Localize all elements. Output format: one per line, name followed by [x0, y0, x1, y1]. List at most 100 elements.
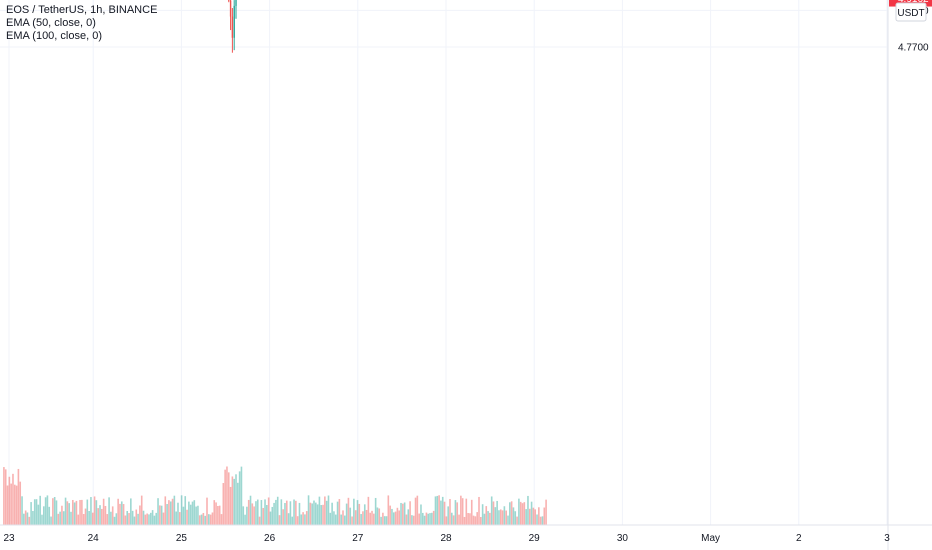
volume-bar — [371, 510, 373, 525]
candle-body — [228, 0, 230, 1]
plot-area — [0, 0, 888, 525]
volume-bar — [369, 512, 371, 525]
volume-bar — [344, 515, 346, 525]
volume-bar — [452, 515, 455, 525]
volume-bar — [202, 512, 205, 525]
volume-bar — [391, 508, 393, 525]
volume-bar — [454, 500, 457, 525]
volume-bar — [177, 502, 179, 525]
volume-bar — [499, 509, 502, 525]
candles — [228, 0, 237, 53]
volume-bar — [360, 514, 362, 525]
volume-bar — [469, 513, 471, 525]
volume-bar — [10, 483, 12, 525]
volume-bar — [543, 507, 546, 525]
volume-bar — [528, 508, 531, 525]
volume-bar — [530, 501, 533, 525]
volume-bar — [189, 504, 192, 525]
volume-bar — [17, 468, 20, 525]
volume-bar — [483, 513, 486, 525]
grid — [0, 0, 888, 525]
volume-bar — [373, 513, 375, 525]
volume-bar — [458, 514, 460, 525]
volume-bar — [19, 481, 22, 525]
volume-bar — [449, 499, 451, 525]
time-tick-label: 26 — [264, 533, 276, 544]
volume-bar — [62, 511, 65, 525]
candle-body — [231, 16, 234, 38]
volume-bar — [106, 514, 109, 525]
volume-bar — [525, 509, 527, 525]
volume-bar — [347, 497, 350, 525]
volume-bar — [164, 496, 167, 525]
volume-bar — [349, 507, 352, 525]
volume-bar — [503, 506, 506, 525]
volume-bar — [338, 499, 341, 525]
volume-bar — [95, 500, 98, 525]
volume-bar — [12, 473, 14, 525]
volume-bar — [198, 515, 201, 525]
volume-bar — [398, 510, 401, 525]
volume-bar — [280, 499, 283, 525]
volume-bar — [111, 506, 114, 525]
volume-bar — [382, 512, 384, 525]
volume-bar — [309, 502, 312, 525]
volume-bar — [423, 515, 426, 525]
volume-bar — [302, 512, 304, 525]
volume-bar — [512, 507, 515, 525]
time-axis[interactable]: 23 24 25 26 27 28 29 30 May 2 3 — [3, 533, 890, 544]
volume-bar — [169, 501, 172, 525]
volume-bar — [262, 507, 265, 525]
volume-bar — [356, 500, 359, 525]
volume-bar — [463, 516, 466, 525]
volume-bar — [383, 516, 386, 525]
volume-bar — [284, 502, 286, 525]
volume-bar — [403, 502, 406, 525]
volume-bar — [431, 512, 433, 525]
volume-bar — [159, 505, 161, 525]
volume-bar — [126, 511, 129, 525]
volume-bar — [128, 513, 130, 525]
volume-bar — [421, 512, 424, 525]
time-tick-label: 3 — [884, 533, 890, 544]
volume-bar — [217, 506, 219, 525]
volume-bar — [331, 502, 333, 525]
currency-badge[interactable]: USDT — [895, 2, 927, 22]
volume-bar — [226, 466, 228, 525]
volume-bar — [184, 496, 187, 525]
volume-bar — [160, 505, 163, 525]
volume-bar — [208, 514, 210, 525]
volume-bar — [188, 501, 190, 525]
volume-bar — [28, 516, 31, 525]
volume-bar — [460, 495, 462, 525]
volume-bar — [456, 502, 459, 525]
volume-bar — [35, 499, 38, 525]
volume-bar — [289, 501, 292, 525]
volume-bar — [244, 514, 246, 525]
volume-bar — [144, 514, 147, 525]
volume-bar — [273, 502, 275, 525]
volume-bar — [256, 499, 259, 525]
volume-bar — [291, 516, 294, 525]
volume-bar — [66, 501, 69, 525]
volume-bar — [218, 505, 221, 525]
volume-bar — [336, 501, 339, 525]
volume-bar — [518, 498, 520, 525]
volume-bar — [425, 512, 428, 525]
volume-bar — [247, 499, 250, 525]
volume-bar — [191, 501, 194, 525]
volume-bar — [15, 485, 18, 525]
volume-bar — [130, 498, 132, 525]
volume-bar — [32, 510, 34, 525]
volume-bar — [179, 512, 181, 525]
volume-bar — [324, 496, 326, 525]
volume-bar — [41, 514, 43, 525]
volume-bar — [200, 514, 203, 525]
volume-bar — [353, 498, 355, 525]
volume-bar — [101, 508, 103, 525]
volume-bar — [400, 502, 402, 525]
volume-bar — [117, 498, 119, 525]
volume-bar — [91, 512, 94, 525]
volume-bar — [93, 496, 96, 525]
